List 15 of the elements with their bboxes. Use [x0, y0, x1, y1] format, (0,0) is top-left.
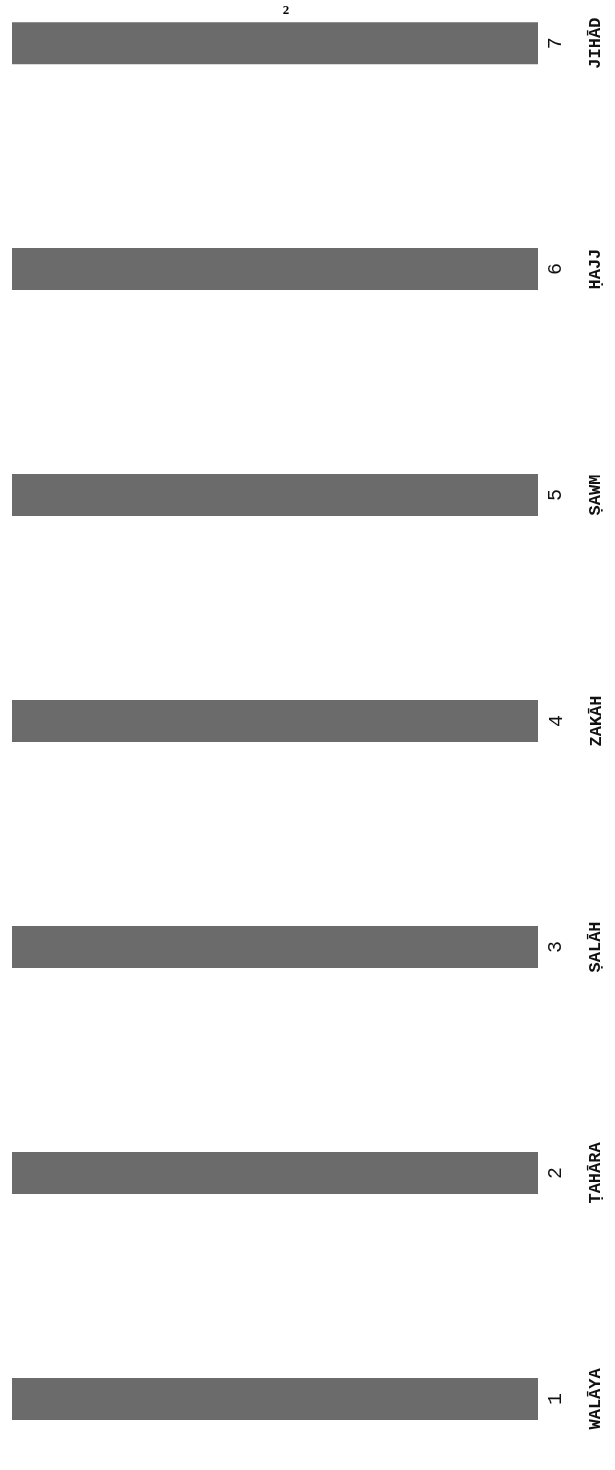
text: 1	[544, 1392, 568, 1405]
y-tick-label: ZAKĀH	[586, 695, 606, 747]
y-tick-label: JIHĀD	[586, 17, 606, 69]
text: 2	[544, 1166, 568, 1179]
y-tick-label: ṢAWM	[586, 474, 606, 516]
text: 7	[544, 37, 568, 50]
text: 3	[544, 940, 568, 953]
text: 6	[544, 263, 568, 276]
y-tick-label: ṬAHĀRA	[586, 1141, 606, 1204]
y-tick-label: WALĀYA	[586, 1367, 606, 1430]
annotation: 2	[281, 2, 291, 18]
y-tick-label: ṢALĀH	[586, 921, 606, 973]
y-tick-label: ḤAJJ	[586, 248, 606, 290]
text: 4	[544, 714, 568, 728]
text: 5	[544, 489, 568, 502]
